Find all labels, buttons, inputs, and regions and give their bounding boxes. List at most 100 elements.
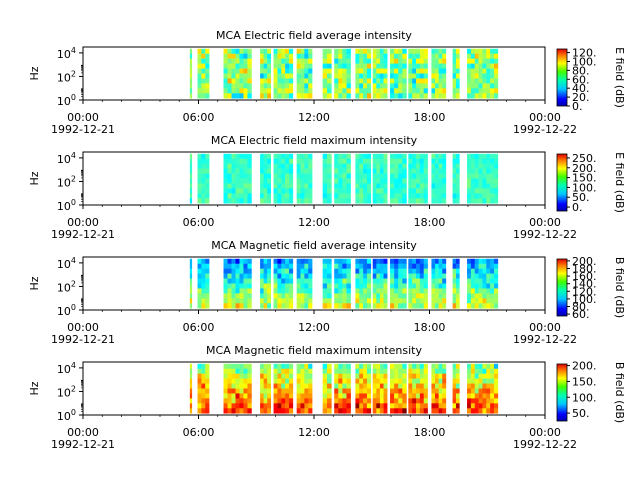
data-interval — [197, 363, 210, 414]
spectrogram-cell — [408, 383, 413, 389]
spectrogram-cell — [372, 93, 377, 99]
spectrogram-cell — [372, 78, 377, 84]
spectrogram-cell — [267, 383, 271, 389]
spectrogram-cell — [243, 378, 248, 384]
spectrogram-cell — [355, 158, 360, 164]
spectrogram-cell — [470, 93, 476, 99]
spectrogram-cell — [493, 178, 499, 184]
spectrogram-cell — [267, 158, 271, 164]
spectrogram-cell — [372, 153, 377, 160]
spectrogram-cell — [267, 268, 271, 274]
spectrogram-cell — [412, 183, 417, 189]
spectrogram-cell — [412, 93, 417, 99]
spectrogram-cell — [493, 293, 499, 299]
spectrogram-cell — [189, 48, 193, 55]
spectrogram-cell — [281, 73, 286, 79]
spectrogram-cell — [281, 263, 286, 269]
spectrogram-cell — [408, 388, 413, 394]
spectrogram-cell — [304, 158, 309, 164]
spectrogram-cell — [435, 283, 439, 289]
spectrogram-cell — [408, 403, 413, 409]
spectrogram-cell — [223, 283, 228, 289]
spectrogram-cell — [474, 58, 479, 64]
spectrogram-cell — [197, 278, 202, 284]
spectrogram-cell — [239, 83, 244, 89]
spectrogram-cell — [189, 83, 193, 89]
spectrogram-cell — [363, 183, 368, 189]
spectrogram-cell — [334, 293, 339, 299]
spectrogram-cell — [285, 293, 290, 299]
spectrogram-cell — [346, 378, 351, 384]
spectrogram-cell — [260, 163, 264, 169]
data-interval — [408, 363, 428, 414]
spectrogram-cell — [467, 93, 472, 99]
spectrogram-cell — [478, 153, 483, 160]
spectrogram-cell — [442, 278, 447, 284]
spectrogram-cell — [326, 263, 332, 269]
spectrogram-cell — [363, 188, 368, 194]
data-interval — [273, 258, 294, 309]
spectrogram-cell — [431, 268, 436, 274]
spectrogram-cell — [438, 48, 443, 55]
spectrogram-cell — [398, 393, 403, 399]
spectrogram-cell — [452, 258, 457, 265]
spectrogram-cell — [455, 83, 460, 89]
spectrogram-cell — [408, 193, 413, 199]
spectrogram-cell — [419, 278, 425, 284]
spectrogram-cell — [366, 58, 372, 64]
spectrogram-cell — [455, 193, 460, 199]
spectrogram-cell — [304, 68, 309, 74]
spectrogram-cell — [442, 368, 447, 374]
spectrogram-cell — [227, 373, 232, 379]
spectrogram-cell — [281, 293, 286, 299]
spectrogram-cell — [379, 283, 384, 289]
spectrogram-cell — [379, 73, 384, 79]
spectrogram-cell — [442, 393, 447, 399]
spectrogram-cell — [205, 73, 210, 79]
spectrogram-cell — [263, 173, 268, 179]
spectrogram-cell — [342, 73, 347, 79]
spectrogram-cell — [359, 393, 364, 399]
spectrogram-cell — [326, 403, 332, 409]
spectrogram-cell — [390, 88, 395, 94]
spectrogram-cell — [372, 268, 377, 274]
spectrogram-cell — [419, 393, 425, 399]
spectrogram-cell — [474, 193, 479, 199]
spectrogram-cell — [467, 268, 472, 274]
spectrogram-cell — [346, 73, 351, 79]
spectrogram-cell — [402, 88, 407, 94]
spectrogram-cell — [412, 158, 417, 164]
spectrogram-cell — [235, 198, 240, 204]
spectrogram-cell — [288, 288, 294, 294]
spectrogram-cell — [355, 368, 360, 374]
spectrogram-cell — [363, 393, 368, 399]
spectrogram-cell — [263, 268, 268, 274]
spectrogram-cell — [467, 263, 472, 269]
spectrogram-cell — [273, 153, 278, 160]
spectrogram-cell — [267, 168, 271, 174]
spectrogram-cell — [452, 293, 457, 299]
spectrogram-cell — [493, 153, 499, 160]
spectrogram-cell — [366, 68, 372, 74]
spectrogram-cell — [394, 363, 399, 370]
spectrogram-cell — [235, 263, 240, 269]
data-interval — [189, 48, 193, 99]
colorbar-tick-label: 150. — [572, 375, 597, 388]
spectrogram-cell — [372, 388, 377, 394]
spectrogram-cell — [416, 153, 421, 160]
spectrogram-cell — [398, 303, 403, 309]
spectrogram-cell — [346, 173, 351, 179]
spectrogram-cell — [402, 293, 407, 299]
spectrogram-cell — [334, 398, 339, 404]
spectrogram-cell — [308, 48, 313, 55]
spectrogram-cell — [231, 73, 236, 79]
spectrogram-cell — [243, 188, 248, 194]
x-tick-label: 00:00 — [529, 216, 561, 229]
spectrogram-cell — [273, 303, 278, 309]
spectrogram-cell — [334, 298, 339, 304]
spectrogram-cell — [281, 368, 286, 374]
spectrogram-cell — [201, 73, 206, 79]
spectrogram-cell — [281, 163, 286, 169]
spectrogram-cell — [467, 163, 472, 169]
spectrogram-cell — [390, 153, 395, 160]
